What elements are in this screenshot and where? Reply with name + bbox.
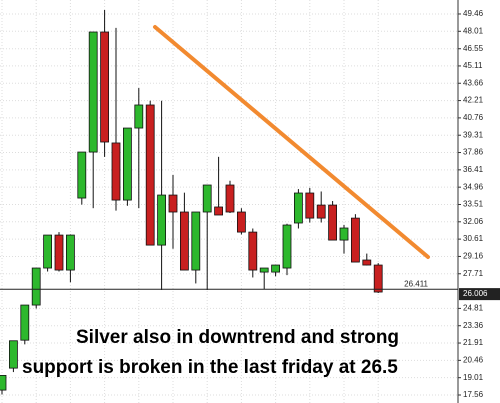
trend-line (153, 25, 430, 259)
candle-body (373, 264, 383, 293)
candle-body (43, 234, 52, 269)
candle-body (191, 211, 201, 271)
candle-body (168, 194, 178, 213)
y-tick-label: 21.91 (463, 338, 484, 347)
candle-body (350, 217, 360, 263)
y-tick-label: 36.41 (463, 165, 484, 174)
candle-body (179, 211, 189, 271)
last-price-box (459, 288, 500, 301)
candle-body (0, 375, 7, 391)
y-tick-label: 33.51 (463, 200, 484, 209)
candle-body (225, 184, 235, 213)
candle-body (248, 231, 258, 271)
candle-body (88, 31, 98, 153)
candle-body (339, 227, 349, 241)
y-tick-label: 32.06 (463, 217, 484, 226)
candle-body (123, 127, 132, 201)
y-tick-label: 42.21 (463, 96, 484, 105)
candle-body (31, 267, 41, 306)
y-tick-label: 45.11 (463, 61, 483, 70)
candle-body (111, 142, 121, 201)
y-tick-label: 49.46 (463, 9, 484, 18)
y-tick-label: 23.36 (463, 321, 484, 330)
y-tick-label: 40.76 (463, 113, 484, 122)
candle-body (259, 267, 269, 273)
candle-body (66, 234, 75, 271)
last-price-label: 26.006 (463, 289, 488, 298)
candle-body (202, 184, 212, 213)
y-tick-label: 39.31 (463, 130, 484, 139)
candle-body (20, 304, 30, 341)
y-tick-label: 24.81 (463, 304, 484, 313)
y-tick-label: 27.71 (463, 269, 484, 278)
candle-body (8, 340, 18, 369)
candle-body (271, 264, 281, 273)
candle-body (145, 104, 155, 246)
support-label: 26.411 (404, 279, 428, 288)
candle-body (214, 206, 224, 216)
candle-body (282, 224, 292, 269)
candle-body (54, 234, 64, 271)
y-tick-label: 29.16 (463, 252, 484, 261)
y-tick-label: 34.96 (463, 182, 484, 191)
candles (0, 10, 383, 395)
y-tick-label: 43.66 (463, 78, 484, 87)
y-tick-label: 46.55 (463, 44, 484, 53)
candle-body (362, 259, 372, 266)
candle-body (328, 204, 338, 241)
annotation-line: support is broken in the last friday at … (22, 357, 398, 378)
y-tick-label: 37.86 (463, 148, 484, 157)
y-tick-label: 48.01 (463, 26, 484, 35)
candle-body (293, 192, 303, 224)
annotation-line: Silver also in downtrend and strong (76, 327, 399, 348)
y-tick-label: 30.61 (463, 234, 484, 243)
candle-body (305, 192, 315, 219)
candle-body (100, 31, 109, 143)
candle-body (236, 211, 246, 233)
candle-body (77, 151, 87, 199)
y-tick-label: 19.01 (463, 373, 484, 382)
y-tick-label: 20.46 (463, 355, 484, 364)
candle-body (134, 104, 144, 129)
y-tick-label: 17.56 (463, 390, 484, 399)
candle-body (157, 194, 167, 246)
candle-body (316, 204, 326, 219)
